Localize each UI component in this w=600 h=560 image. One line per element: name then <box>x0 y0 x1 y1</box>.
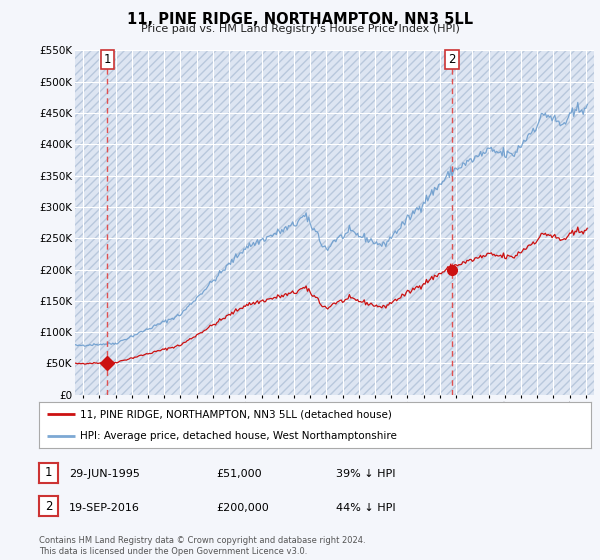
Text: 11, PINE RIDGE, NORTHAMPTON, NN3 5LL (detached house): 11, PINE RIDGE, NORTHAMPTON, NN3 5LL (de… <box>80 409 392 419</box>
Text: Price paid vs. HM Land Registry's House Price Index (HPI): Price paid vs. HM Land Registry's House … <box>140 24 460 34</box>
Text: 11, PINE RIDGE, NORTHAMPTON, NN3 5LL: 11, PINE RIDGE, NORTHAMPTON, NN3 5LL <box>127 12 473 27</box>
Text: £200,000: £200,000 <box>216 503 269 513</box>
Text: £51,000: £51,000 <box>216 469 262 479</box>
Text: 29-JUN-1995: 29-JUN-1995 <box>69 469 140 479</box>
Text: Contains HM Land Registry data © Crown copyright and database right 2024.
This d: Contains HM Land Registry data © Crown c… <box>39 536 365 556</box>
Text: 39% ↓ HPI: 39% ↓ HPI <box>336 469 395 479</box>
Text: 2: 2 <box>448 53 456 66</box>
Text: 19-SEP-2016: 19-SEP-2016 <box>69 503 140 513</box>
Text: HPI: Average price, detached house, West Northamptonshire: HPI: Average price, detached house, West… <box>80 431 397 441</box>
Text: 1: 1 <box>45 466 52 479</box>
Text: 2: 2 <box>45 500 52 513</box>
Text: 44% ↓ HPI: 44% ↓ HPI <box>336 503 395 513</box>
Text: 1: 1 <box>104 53 111 66</box>
